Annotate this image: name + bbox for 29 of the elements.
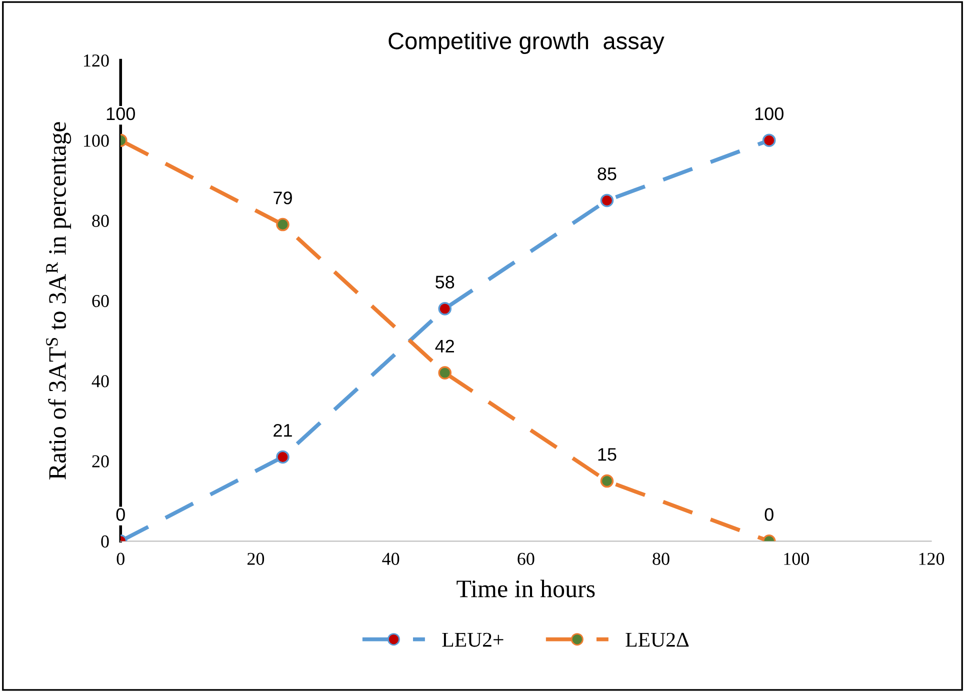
y-tick-label: 40 — [92, 375, 109, 388]
data-label: 15 — [598, 448, 616, 461]
x-tick-label: 0 — [116, 552, 124, 565]
y-tick-label: 0 — [101, 535, 109, 548]
y-tick-label: 100 — [84, 134, 109, 147]
x-tick-label: 60 — [518, 552, 534, 565]
x-tick-label: 80 — [652, 552, 670, 565]
data-label: 85 — [598, 167, 616, 180]
legend-label: LEU2Δ — [626, 632, 689, 647]
chart-title: Competitive growth assay — [388, 32, 664, 54]
x-tick-label: 120 — [919, 552, 944, 565]
x-tick-label: 100 — [784, 552, 809, 565]
data-label: 79 — [274, 192, 292, 204]
data-label: 21 — [274, 424, 292, 437]
x-axis-title: Time in hours — [456, 580, 595, 598]
x-tick-label: 40 — [382, 552, 400, 565]
data-label: 100 — [755, 107, 784, 120]
y-tick-label: 60 — [92, 294, 109, 308]
x-tick-label: 20 — [247, 552, 264, 565]
y-axis-title: Ratio of 3AT$^{S}$ to 3A$^{R}$ in percentage — [46, 122, 72, 480]
data-label: 58 — [436, 276, 454, 288]
legend-label: LEU2+ — [442, 632, 504, 647]
y-tick-label: 20 — [92, 455, 109, 468]
data-label: 100 — [106, 107, 135, 120]
data-label: 0 — [116, 508, 125, 521]
y-tick-label: 80 — [92, 214, 109, 227]
data-label: 0 — [764, 508, 774, 521]
y-tick-label: 120 — [84, 54, 109, 67]
data-label: 42 — [435, 340, 454, 352]
